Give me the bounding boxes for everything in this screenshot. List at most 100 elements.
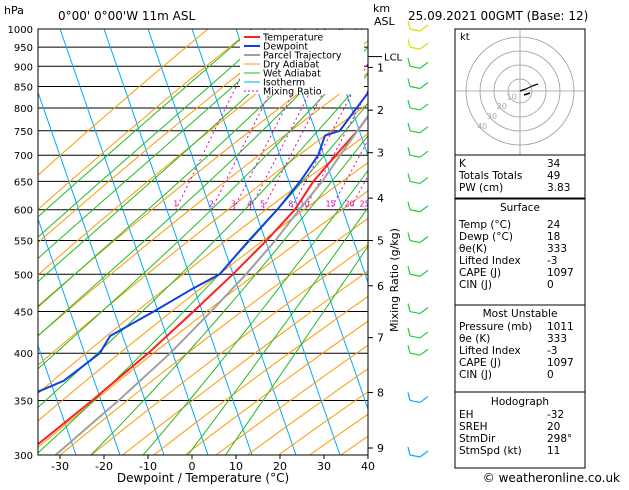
- surface-value: 0: [547, 279, 554, 291]
- pressure-tick-900: 900: [14, 62, 33, 73]
- wind-barb: [408, 266, 410, 274]
- pressure-unit-label: hPa: [4, 4, 24, 17]
- pressure-tick-450: 450: [14, 308, 33, 319]
- hodograph-ring-label: 40: [477, 122, 487, 131]
- surface-label: Dewp (°C): [459, 231, 513, 243]
- hodograph-table-value: -32: [547, 409, 564, 421]
- pressure-tick-500: 500: [14, 270, 33, 281]
- most-unstable-label: Lifted Index: [459, 345, 521, 357]
- location-title: 0°00' 0°00'W 11m ASL: [58, 9, 196, 23]
- surface-label: CAPE (J): [459, 267, 501, 279]
- wind-barb: [410, 336, 420, 338]
- wet-adiabat-line: [36, 29, 428, 455]
- surface-value: 24: [547, 219, 561, 231]
- wind-barb: [410, 87, 420, 89]
- mixing-ratio-label: 3: [231, 200, 236, 209]
- index-value: 49: [547, 170, 560, 182]
- km-tick-label: 8: [377, 386, 384, 399]
- km-tick-label: 6: [377, 280, 384, 293]
- wind-barb: [420, 332, 428, 338]
- wind-barb: [420, 43, 428, 49]
- wind-barb: [408, 173, 410, 181]
- index-label: K: [459, 158, 467, 170]
- credit-text: © weatheronline.co.uk: [483, 471, 620, 485]
- km-tick-label: 4: [377, 192, 384, 205]
- x-tick-label: -30: [51, 460, 69, 473]
- hodograph-table-title: Hodograph: [491, 396, 549, 408]
- surface-value: 333: [547, 243, 567, 255]
- most-unstable-label: Pressure (mb): [459, 321, 532, 333]
- mixing-ratio-label: 20: [344, 200, 354, 209]
- mixing-ratio-label: 1: [173, 200, 178, 209]
- wind-barb: [410, 108, 420, 110]
- mixing-ratio-label: 15: [325, 200, 335, 209]
- legend-entry: Mixing Ratio: [263, 87, 322, 98]
- wind-barb: [408, 345, 410, 353]
- surface-value: 18: [547, 231, 560, 243]
- wind-barb: [408, 100, 410, 108]
- x-axis-label: Dewpoint / Temperature (°C): [117, 471, 289, 485]
- wind-barb: [420, 151, 428, 157]
- most-unstable-value: 0: [547, 369, 554, 381]
- datetime-title: 25.09.2021 00GMT (Base: 12): [408, 9, 588, 23]
- pressure-tick-700: 700: [14, 151, 33, 162]
- km-tick-label: 9: [377, 442, 384, 455]
- index-label: PW (cm): [459, 182, 503, 194]
- wind-barb: [420, 270, 428, 276]
- wind-barb: [408, 233, 410, 241]
- wind-barb: [410, 181, 420, 183]
- surface-value: -3: [547, 255, 557, 267]
- pressure-tick-850: 850: [14, 83, 33, 94]
- km-tick-label: 2: [377, 104, 384, 117]
- surface-value: 1097: [547, 267, 574, 279]
- wind-barb: [408, 123, 410, 131]
- pressure-tick-1000: 1000: [8, 25, 33, 36]
- wind-barb: [420, 451, 428, 457]
- mixing-ratio-axis-label: Mixing Ratio (g/kg): [388, 228, 401, 332]
- wind-barb: [410, 274, 420, 276]
- wind-barbs: [408, 21, 428, 457]
- hodograph-table-label: StmSpd (kt): [459, 445, 522, 457]
- asl-unit-label: ASL: [374, 15, 396, 28]
- wind-barb: [420, 308, 428, 314]
- index-value: 34: [547, 158, 561, 170]
- wind-barb: [420, 62, 428, 68]
- wind-barb: [410, 353, 420, 355]
- hodograph-ring-label: 20: [497, 102, 507, 111]
- surface-label: Temp (°C): [458, 219, 511, 231]
- pressure-tick-350: 350: [14, 396, 33, 407]
- most-unstable-label: θe (K): [459, 333, 490, 345]
- hodograph-unit: kt: [460, 32, 470, 43]
- pressure-tick-300: 300: [14, 451, 33, 462]
- most-unstable-value: 1097: [547, 357, 574, 369]
- pressure-tick-400: 400: [14, 349, 33, 360]
- hodograph-ring-label: 30: [487, 112, 497, 121]
- index-label: Totals Totals: [458, 170, 522, 182]
- mixing-ratio-label: 2: [209, 200, 214, 209]
- wind-barb: [408, 328, 410, 336]
- wind-barb: [408, 39, 410, 47]
- km-tick-label: 1: [377, 61, 384, 74]
- km-unit-label: km: [373, 2, 390, 15]
- pressure-tick-650: 650: [14, 177, 33, 188]
- wind-barb: [420, 349, 428, 355]
- wind-barb: [408, 392, 410, 400]
- mixing-ratio-label: 8: [288, 200, 293, 209]
- wind-barb: [410, 312, 420, 314]
- most-unstable-title: Most Unstable: [483, 308, 558, 320]
- km-tick-label: 7: [377, 332, 384, 345]
- hodograph-table-value: 11: [547, 445, 560, 457]
- wind-barb: [420, 396, 428, 402]
- surface-label: Lifted Index: [459, 255, 521, 267]
- wind-barb: [410, 29, 420, 31]
- most-unstable-value: 1011: [547, 321, 574, 333]
- index-value: 3.83: [547, 182, 570, 194]
- wind-barb: [420, 25, 428, 31]
- surface-label: CIN (J): [459, 279, 492, 291]
- wind-barb: [420, 104, 428, 110]
- pressure-tick-550: 550: [14, 237, 33, 248]
- x-tick-label: 40: [361, 460, 375, 473]
